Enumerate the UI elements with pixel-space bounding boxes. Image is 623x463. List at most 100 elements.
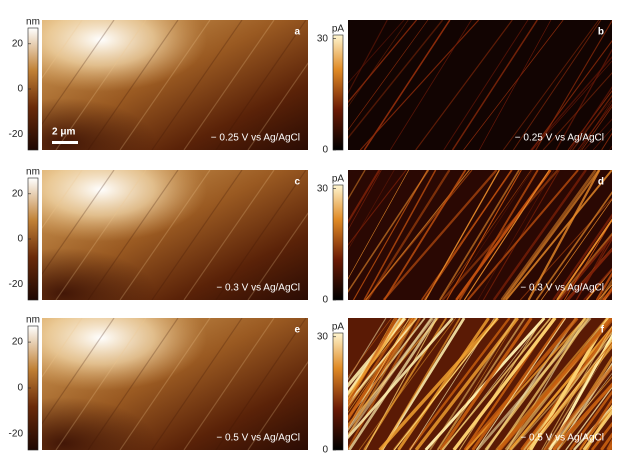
colorbar-tick-label: -20 [9, 279, 24, 290]
current-streak [441, 170, 559, 300]
current-streak [363, 20, 451, 150]
colorbar-unit: pA [332, 322, 345, 333]
current-streak [443, 20, 529, 150]
current-streak [348, 170, 410, 280]
current-streak [559, 234, 612, 300]
terrace-step [42, 20, 115, 126]
current-streak [527, 170, 601, 300]
current-streak [564, 219, 612, 300]
current-streak [440, 170, 532, 300]
colorbar-tick-label: 20 [12, 337, 24, 348]
current-streak [482, 170, 560, 300]
current-streak [555, 48, 612, 150]
current-streak [508, 326, 612, 450]
current-streak [595, 273, 612, 300]
terrace-step [87, 20, 179, 150]
current-streak [348, 20, 388, 95]
panel-letter: c [294, 177, 300, 188]
current-streak [543, 337, 612, 450]
colorbar-unit: pA [332, 174, 345, 185]
current-streak [583, 267, 612, 300]
terrace-step [42, 170, 115, 276]
current-streak [348, 170, 382, 231]
terrace-step [42, 318, 83, 378]
terrace-step [119, 20, 211, 150]
current-streak [542, 72, 612, 150]
current-streak [543, 364, 612, 450]
colorbar-tick-label: -20 [9, 129, 24, 140]
colorbar [332, 332, 344, 451]
current-streak [557, 232, 612, 300]
current-streak [348, 20, 405, 84]
terrace-step [119, 318, 211, 450]
terrace-step [183, 170, 275, 300]
colorbar-tick-label: 0 [322, 295, 328, 306]
current-streak [535, 191, 612, 300]
current-streak [575, 238, 612, 300]
current-streak [505, 170, 612, 300]
current-streak [348, 318, 387, 381]
terrace-step [247, 360, 308, 450]
current-streak [365, 318, 438, 450]
current-streak [348, 318, 410, 428]
colorbar-tick-label: 0 [17, 84, 23, 95]
topo-low [42, 318, 308, 450]
current-streak [583, 118, 612, 150]
colorbar-tick-label: -20 [9, 429, 24, 440]
current-streak [348, 170, 395, 251]
terrace-step [215, 20, 307, 150]
current-streak [348, 170, 366, 201]
current-streak [348, 170, 407, 246]
colorbar-tick-label: 20 [12, 188, 24, 199]
current-streak [415, 20, 513, 150]
current-streak [463, 170, 550, 300]
image [348, 318, 612, 450]
current-streak [478, 20, 552, 150]
terrace-step [247, 212, 308, 300]
current-streak [497, 318, 612, 450]
current-streak [437, 318, 518, 450]
image [42, 170, 308, 300]
current-streak [540, 198, 612, 300]
colorbar-tick-label: 0 [17, 383, 23, 394]
current-streak [466, 170, 579, 300]
current-streak [348, 318, 417, 438]
colorbar-tick-label: 30 [317, 33, 329, 44]
current-streak [348, 318, 403, 401]
current-streak [366, 170, 451, 300]
current-streak [348, 318, 416, 429]
current-streak [556, 218, 612, 300]
current-streak [578, 398, 612, 450]
scale-bar-label: 2 μm [52, 127, 75, 138]
current-streak [579, 406, 612, 450]
colorbar [332, 34, 344, 151]
current-streak [548, 376, 612, 450]
panel-letter: d [598, 177, 604, 188]
image [348, 20, 612, 150]
terrace-step [151, 170, 243, 300]
terrace-step [183, 318, 275, 450]
panel-letter: b [598, 27, 604, 38]
current-streak [408, 318, 511, 450]
colorbar [332, 184, 344, 301]
current-streak [393, 318, 498, 450]
current-streak [382, 170, 498, 300]
terrace-step [42, 318, 115, 425]
scale-bar [52, 141, 78, 144]
current-streak [477, 170, 555, 300]
current-streak [380, 318, 461, 450]
current-streak [569, 390, 612, 450]
current-streak [530, 55, 612, 150]
terrace-step [87, 170, 179, 300]
current-streak [496, 318, 590, 450]
current-base [348, 20, 612, 150]
current-streak [348, 318, 414, 414]
current-streak [572, 94, 612, 150]
image [348, 170, 612, 300]
current-streak [484, 318, 587, 450]
current-streak [348, 318, 418, 404]
current-streak [582, 409, 612, 450]
current-streak [359, 20, 480, 150]
